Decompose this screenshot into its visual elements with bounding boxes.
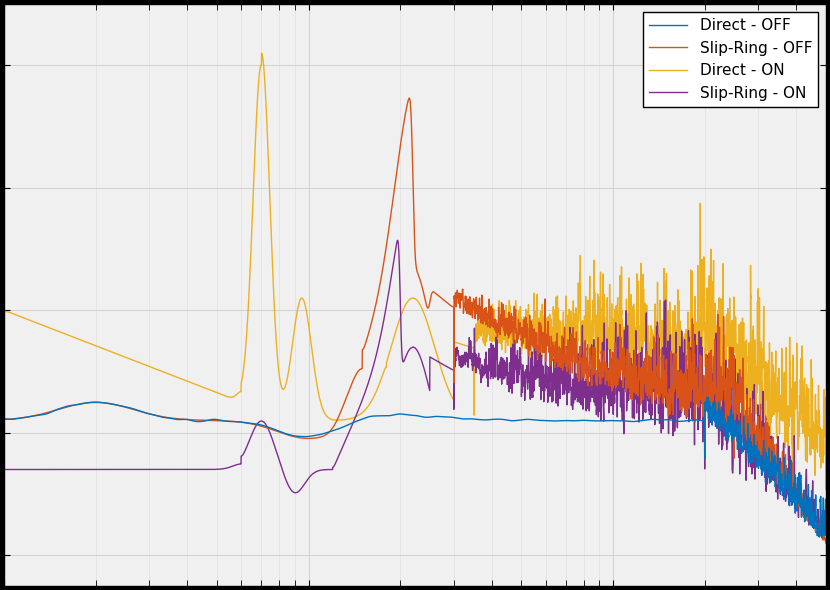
Direct - OFF bbox=[675, 418, 685, 425]
Slip-Ring - ON bbox=[313, 467, 323, 474]
Slip-Ring - ON bbox=[613, 400, 622, 407]
Legend: Direct - OFF, Slip-Ring - OFF, Direct - ON, Slip-Ring - ON: Direct - OFF, Slip-Ring - OFF, Direct - … bbox=[643, 12, 818, 107]
Direct - OFF bbox=[613, 417, 622, 424]
Slip-Ring - ON bbox=[821, 522, 830, 529]
Slip-Ring - OFF bbox=[492, 322, 502, 329]
Slip-Ring - OFF bbox=[675, 407, 685, 414]
Direct - ON bbox=[534, 314, 544, 322]
Line: Direct - ON: Direct - ON bbox=[4, 53, 826, 489]
Slip-Ring - OFF bbox=[313, 434, 323, 441]
Direct - OFF bbox=[821, 513, 830, 520]
Direct - ON bbox=[256, 50, 266, 57]
Slip-Ring - ON bbox=[819, 529, 829, 536]
Slip-Ring - OFF bbox=[821, 540, 830, 547]
Slip-Ring - ON bbox=[492, 336, 502, 343]
Direct - ON bbox=[0, 308, 9, 315]
Direct - ON bbox=[613, 313, 622, 320]
Slip-Ring - ON bbox=[149, 466, 159, 473]
Direct - OFF bbox=[492, 415, 502, 422]
Direct - ON bbox=[313, 389, 323, 396]
Direct - OFF bbox=[534, 417, 544, 424]
Line: Slip-Ring - OFF: Slip-Ring - OFF bbox=[4, 98, 826, 543]
Direct - ON bbox=[492, 345, 502, 352]
Line: Direct - OFF: Direct - OFF bbox=[4, 397, 826, 538]
Slip-Ring - ON bbox=[0, 466, 9, 473]
Direct - OFF bbox=[0, 415, 9, 422]
Direct - ON bbox=[675, 373, 685, 381]
Direct - OFF bbox=[817, 535, 827, 542]
Slip-Ring - OFF bbox=[404, 94, 414, 101]
Slip-Ring - ON bbox=[393, 237, 403, 244]
Direct - OFF bbox=[313, 431, 323, 438]
Slip-Ring - OFF bbox=[613, 365, 622, 372]
Direct - OFF bbox=[149, 411, 159, 418]
Slip-Ring - OFF bbox=[0, 416, 9, 423]
Slip-Ring - OFF bbox=[149, 411, 159, 418]
Direct - ON bbox=[149, 365, 159, 372]
Slip-Ring - OFF bbox=[534, 349, 544, 356]
Line: Slip-Ring - ON: Slip-Ring - ON bbox=[4, 240, 826, 533]
Slip-Ring - ON bbox=[534, 372, 544, 379]
Direct - OFF bbox=[703, 394, 713, 401]
Direct - ON bbox=[821, 486, 830, 493]
Slip-Ring - ON bbox=[675, 353, 685, 360]
